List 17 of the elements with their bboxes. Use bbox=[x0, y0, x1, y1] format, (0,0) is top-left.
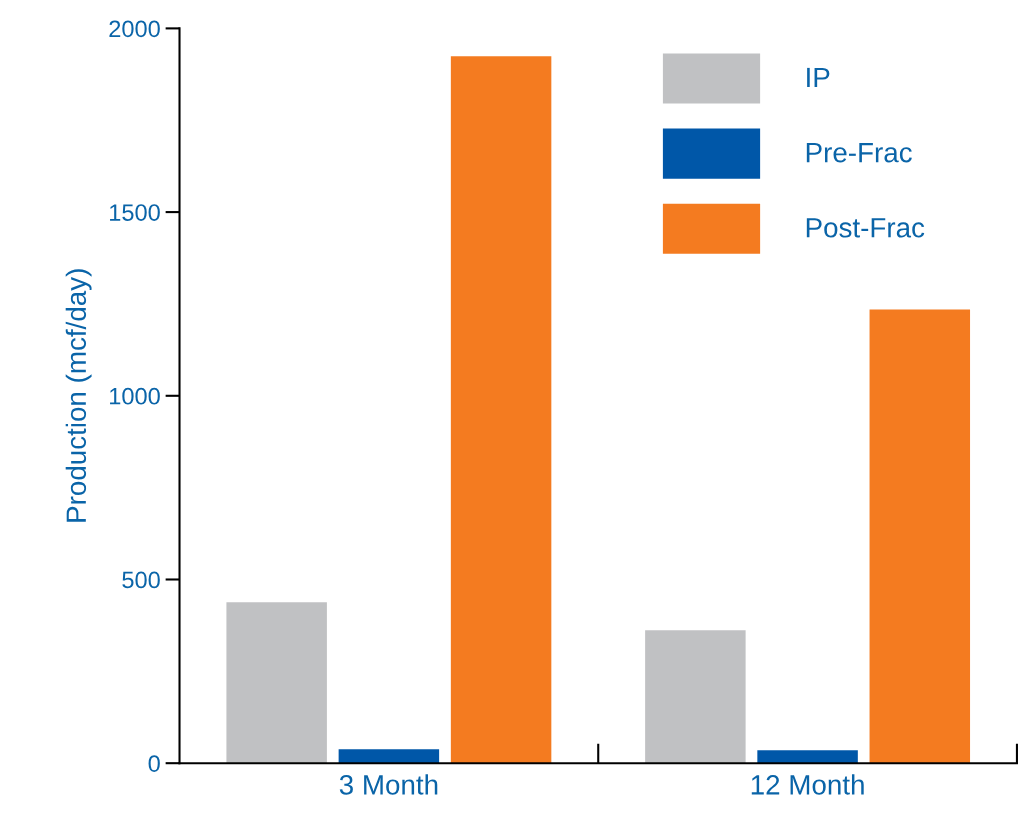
legend-label: Pre-Frac bbox=[806, 143, 912, 163]
bar bbox=[450, 56, 552, 764]
y-axis-title: Production (mcf/day) bbox=[65, 269, 92, 522]
bar bbox=[645, 630, 746, 764]
y-tick-label: 1500 bbox=[110, 204, 160, 221]
bar bbox=[757, 750, 858, 764]
x-tick-label: 12 Month bbox=[751, 774, 864, 795]
legend-label: IP bbox=[807, 67, 830, 87]
y-tick-label: 0 bbox=[148, 755, 160, 772]
y-tick-label: 500 bbox=[122, 571, 160, 589]
bar bbox=[338, 749, 440, 764]
bar bbox=[226, 602, 327, 764]
y-tick-label: 1000 bbox=[110, 387, 160, 405]
legend-label: Post-Frac bbox=[806, 218, 925, 238]
bar bbox=[869, 309, 971, 764]
x-tick-label: 3 Month bbox=[339, 774, 438, 795]
y-tick-label: 2000 bbox=[109, 20, 160, 38]
